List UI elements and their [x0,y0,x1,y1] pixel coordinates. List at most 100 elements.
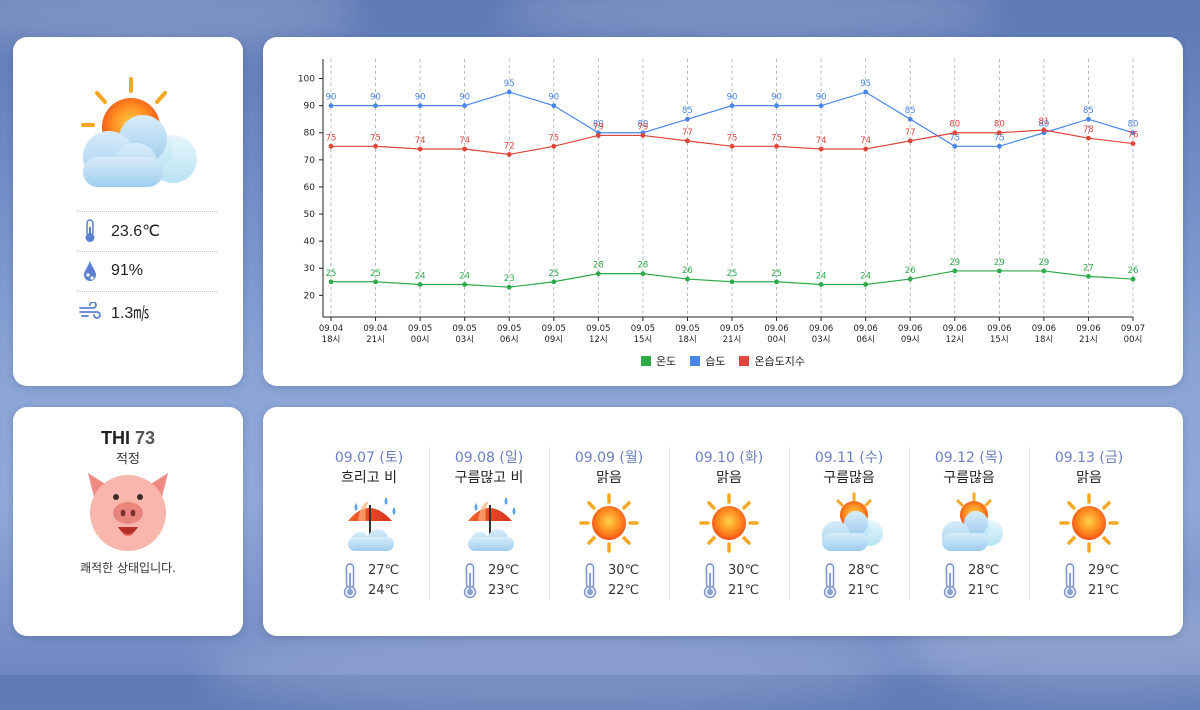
temperature-row: 23.6℃ [77,211,217,250]
data-point [640,271,646,277]
humidity-row: 91% [77,251,217,290]
x-tick-label: 09.06 [809,324,833,334]
y-tick-label: 70 [304,156,316,166]
forecast-condition: 맑음 [596,470,622,486]
data-label: 90 [459,93,470,103]
x-tick-label: 18시 [322,335,341,345]
data-point [462,282,468,287]
wind-icon [79,299,101,323]
thermometer-icon [1063,563,1077,599]
thi-card: THI 73 적정 쾌적한 상태입니다. [13,407,243,636]
data-point [774,279,779,285]
data-point [506,152,512,157]
data-point [818,282,824,287]
thermometer-icon [943,563,957,599]
legend-item-temperature[interactable]: 온도 [640,353,676,369]
x-tick-label: 09.05 [408,324,432,334]
data-label: 25 [548,269,559,279]
data-point [685,276,690,282]
forecast-day[interactable]: 09.11 (수) 구름많음 28℃ 21℃ [790,447,908,600]
data-point [1130,130,1136,136]
legend-label: 습도 [705,355,726,368]
data-label: 79 [593,122,604,132]
x-tick-label: 18시 [678,335,697,345]
data-point [417,146,423,152]
x-tick-label: 06시 [500,335,519,345]
thi-title: THI 73 [13,428,243,449]
data-point [1041,127,1047,133]
thi-value: 73 [134,428,156,448]
legend-label: 온습도지수 [754,355,806,368]
thermometer-icon [823,563,837,599]
partly-cloudy-icon [81,77,197,187]
x-tick-label: 00시 [767,335,786,345]
rain-cloud-umbrella-icon [468,497,516,551]
forecast-condition: 맑음 [1076,470,1102,486]
data-label: 80 [593,120,604,130]
data-point [1086,135,1091,141]
data-point [1130,276,1136,282]
data-label: 75 [949,133,960,143]
current-humidity: 91% [111,262,144,279]
forecast-high: 30℃ [728,563,760,578]
x-tick-label: 09.07 [1121,324,1145,334]
thermometer-icon [703,563,717,599]
day-separator [909,447,910,600]
legend-item-thi[interactable]: 온습도지수 [739,353,805,369]
data-label: 27 [1083,263,1094,273]
data-label: 75 [370,133,381,143]
forecast-high: 27℃ [368,563,400,578]
x-tick-label: 09.06 [1032,324,1056,334]
y-tick-label: 90 [304,102,316,112]
data-point [595,271,601,277]
x-tick-label: 09.04 [319,324,343,334]
x-tick-label: 09.05 [675,324,699,334]
forecast-date: 09.13 (금) [1054,450,1124,466]
forecast-date: 09.10 (화) [694,450,764,466]
data-label: 26 [905,266,916,276]
forecast-day[interactable]: 09.13 (금) 맑음 29℃ 21℃ [1030,447,1148,600]
sun-icon [1059,493,1119,553]
y-tick-label: 60 [304,183,316,193]
data-point [818,103,824,109]
data-label: 75 [994,133,1005,143]
data-label: 80 [949,120,960,130]
day-separator [669,447,670,600]
forecast-low: 21℃ [848,583,880,598]
x-tick-label: 09.06 [853,324,877,334]
data-label: 77 [682,128,693,138]
data-label: 90 [326,93,337,103]
data-label: 74 [860,136,871,146]
data-label: 85 [682,106,693,116]
data-label: 25 [727,269,738,279]
forecast-day[interactable]: 09.07 (토) 흐리고 비 27℃ 24℃ [310,447,428,600]
data-label: 81 [1038,117,1049,127]
data-label: 90 [727,93,738,103]
forecast-day[interactable]: 09.09 (월) 맑음 30℃ 22℃ [550,447,668,600]
data-point [774,103,779,109]
weekly-forecast-card: 09.07 (토) 흐리고 비 27℃ 24℃ 09.08 (일) 구름많고 비 [263,407,1183,636]
x-tick-label: 21시 [366,335,385,345]
data-label: 29 [1038,258,1049,268]
data-point [774,143,779,149]
forecast-condition: 흐리고 비 [341,470,397,486]
data-point [818,146,824,152]
forecast-high: 30℃ [608,563,640,578]
legend-item-humidity[interactable]: 습도 [690,353,725,369]
x-tick-label: 09.05 [452,324,476,334]
data-label: 75 [326,133,337,143]
data-label: 80 [637,120,648,130]
forecast-day[interactable]: 09.10 (화) 맑음 30℃ 21℃ [670,447,788,600]
x-tick-label: 21시 [723,335,742,345]
data-label: 75 [771,133,782,143]
y-tick-label: 100 [298,75,315,85]
hourly-chart-card: 20 30 40 50 60 70 80 90 100 09.04 18시 09.04 21시 09.05… [263,37,1183,386]
forecast-day[interactable]: 09.12 (목) 구름많음 28℃ 21℃ [910,447,1028,600]
data-label: 74 [459,136,470,146]
data-point [729,143,735,149]
data-point [417,282,423,287]
x-tick-label: 09.05 [542,324,566,334]
sun-icon [579,493,639,553]
forecast-day[interactable]: 09.08 (일) 구름많고 비 29℃ 23℃ [430,447,548,600]
data-point [506,89,512,95]
